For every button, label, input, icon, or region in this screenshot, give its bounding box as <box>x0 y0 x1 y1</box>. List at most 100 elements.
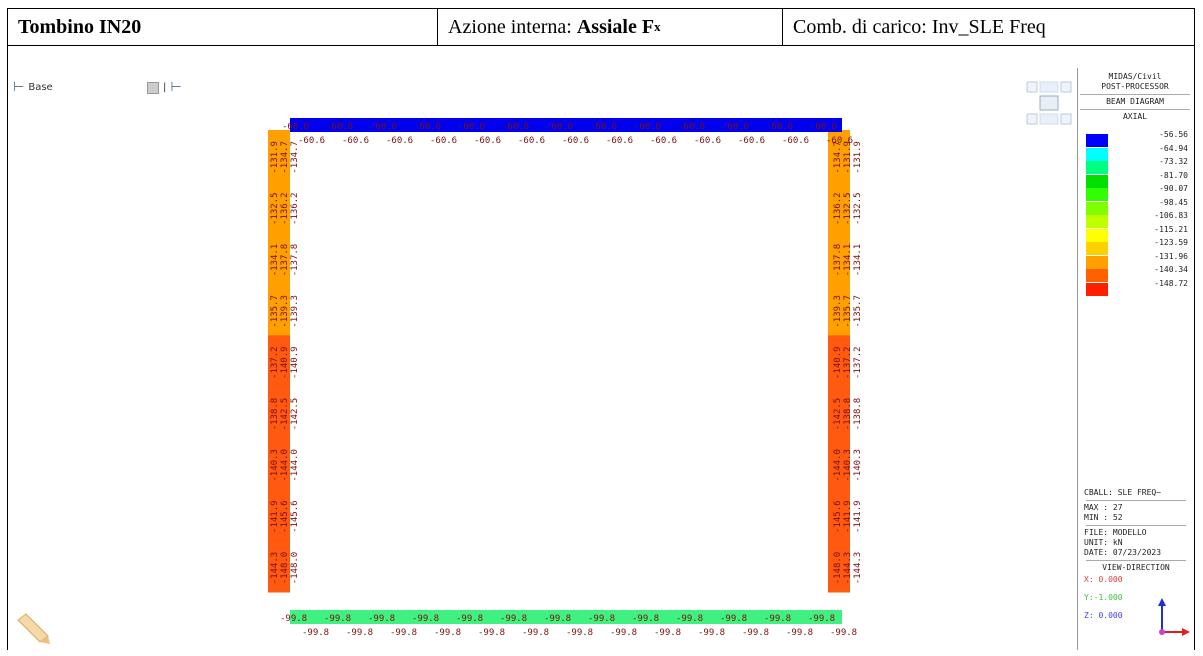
right-wall-inner-label: -136.2 <box>833 192 843 225</box>
legend-info: CBALL: SLE FREQ~ MAX : 27 MIN : 52 FILE:… <box>1084 488 1188 621</box>
top-slab <box>290 118 842 132</box>
left-wall-inner-label: -142.5 <box>290 398 300 431</box>
left-wall-segment <box>268 232 290 285</box>
legend-level-value: -73.32 <box>1159 157 1188 166</box>
top-slab-label: -60.6 <box>298 136 325 146</box>
right-wall-outer-label: -141.9 <box>853 500 860 533</box>
right-wall-outer-label: -135.7 <box>853 295 860 328</box>
top-slab-label: -60.6 <box>474 136 501 146</box>
right-wall-segment <box>828 284 850 336</box>
right-wall-inner-label: -144.0 <box>833 449 843 482</box>
right-wall-outer-label: -138.8 <box>843 398 853 431</box>
pencil-icon[interactable] <box>14 612 52 646</box>
internal-action-prefix: Azione interna: <box>448 15 572 38</box>
right-wall-outer-label: -140.3 <box>843 449 853 482</box>
top-slab-label: -60.6 <box>810 122 837 132</box>
bottom-slab-label: -99.8 <box>522 628 549 638</box>
top-slab-label: -60.6 <box>826 136 853 146</box>
bottom-slab-label: -99.8 <box>368 614 395 624</box>
bottom-slab-label: -99.8 <box>456 614 483 624</box>
bottom-slab-label: -99.8 <box>742 628 769 638</box>
legend-swatch <box>1086 134 1108 147</box>
left-wall-inner-label: -137.8 <box>280 244 290 277</box>
right-wall-outer-label: -144.3 <box>853 552 860 585</box>
legend-level-value: -140.34 <box>1154 265 1188 274</box>
bottom-slab-label: -99.8 <box>390 628 417 638</box>
left-wall-segment <box>268 181 290 234</box>
left-wall-inner-label: -139.3 <box>290 295 300 328</box>
left-wall-segment <box>268 489 290 542</box>
bottom-slab-label: -99.8 <box>478 628 505 638</box>
left-wall-inner-label: -134.7 <box>280 141 290 174</box>
legend-swatch <box>1086 282 1108 296</box>
base-label: Base <box>28 82 53 93</box>
view-cube-icon[interactable] <box>1024 80 1076 132</box>
base-view-button[interactable]: ⊢ Base <box>13 80 53 95</box>
top-slab-label: -60.6 <box>342 136 369 146</box>
left-wall-inner-label: -140.9 <box>280 346 290 379</box>
legend-swatch <box>1086 269 1108 282</box>
base-icon: ⊢ <box>13 80 25 95</box>
legend-unit: UNIT: kN <box>1084 538 1123 547</box>
left-wall-inner-label: -136.2 <box>290 192 300 225</box>
legend-app-name: MIDAS/Civil <box>1108 72 1162 81</box>
top-slab-label: -60.6 <box>562 136 589 146</box>
bottom-slab-label: -99.8 <box>566 628 593 638</box>
right-wall-outer-label: -131.9 <box>853 141 860 174</box>
diagram-canvas[interactable] <box>7 46 1195 650</box>
legend-level-value: -123.59 <box>1154 238 1188 247</box>
legend-view-z: Z: 0.000 <box>1084 611 1123 620</box>
column-icon: ⊢ <box>170 80 182 95</box>
top-slab-label: -60.6 <box>430 136 457 146</box>
bottom-slab-label: -99.8 <box>412 614 439 624</box>
legend-swatch <box>1086 215 1108 228</box>
legend-swatch <box>1086 201 1108 215</box>
bottom-slab-label: -99.8 <box>654 628 681 638</box>
bottom-slab-label: -99.8 <box>346 628 373 638</box>
left-wall-inner-label: -139.3 <box>280 295 290 328</box>
top-slab-label: -60.6 <box>738 136 765 146</box>
result-legend: MIDAS/Civil POST-PROCESSOR BEAM DIAGRAM … <box>1077 68 1192 650</box>
separator-icon: | <box>163 82 167 93</box>
right-wall-outer-label: -140.3 <box>853 449 860 482</box>
structure-title: Tombino IN20 <box>8 9 438 45</box>
left-wall-inner-label: -140.9 <box>290 346 300 379</box>
load-combination-cell: Comb. di carico: Inv_SLE Freq <box>793 15 1046 38</box>
legend-swatch <box>1086 147 1108 161</box>
right-wall-outer-label: -132.5 <box>843 192 853 225</box>
left-wall-inner-label: -144.0 <box>280 449 290 482</box>
left-wall-inner-label: -144.0 <box>290 449 300 482</box>
bottom-slab-label: -99.8 <box>830 628 857 638</box>
legend-view-x: X: 0.000 <box>1084 575 1123 584</box>
legend-max: MAX : 27 <box>1084 503 1123 512</box>
legend-cball: CBALL: SLE FREQ~ <box>1084 488 1162 497</box>
right-wall-outer-label: -132.5 <box>853 192 860 225</box>
legend-level-value: -115.21 <box>1154 224 1188 234</box>
legend-swatch <box>1086 188 1108 201</box>
legend-level-value: -90.07 <box>1159 184 1188 193</box>
right-wall-outer-label: -134.1 <box>843 244 853 277</box>
top-slab-label: -60.6 <box>590 122 617 132</box>
top-slab-label: -60.6 <box>502 122 529 132</box>
right-wall-outer-label: -134.1 <box>853 244 860 277</box>
bottom-slab-label: -99.8 <box>544 614 571 624</box>
right-wall-outer-label: -137.2 <box>843 346 853 379</box>
right-wall-inner-label: -139.3 <box>833 295 843 328</box>
legend-swatch <box>1086 255 1108 269</box>
legend-level-value: -56.56 <box>1159 130 1188 139</box>
left-wall-outer-label: -138.8 <box>270 398 280 431</box>
legend-module: POST-PROCESSOR <box>1101 82 1169 91</box>
right-wall-segment <box>828 335 850 388</box>
legend-level-value: -81.70 <box>1159 170 1188 180</box>
top-slab-label: -60.6 <box>370 122 397 132</box>
right-wall-outer-label: -137.2 <box>853 346 860 379</box>
top-slab-label: -60.6 <box>678 122 705 132</box>
expand-button[interactable]: | ⊢ <box>147 80 182 95</box>
legend-file: FILE: MODELLO <box>1084 528 1147 537</box>
bottom-slab-label: -99.8 <box>786 628 813 638</box>
right-wall-segment <box>828 130 850 182</box>
left-wall-segment <box>268 335 290 388</box>
